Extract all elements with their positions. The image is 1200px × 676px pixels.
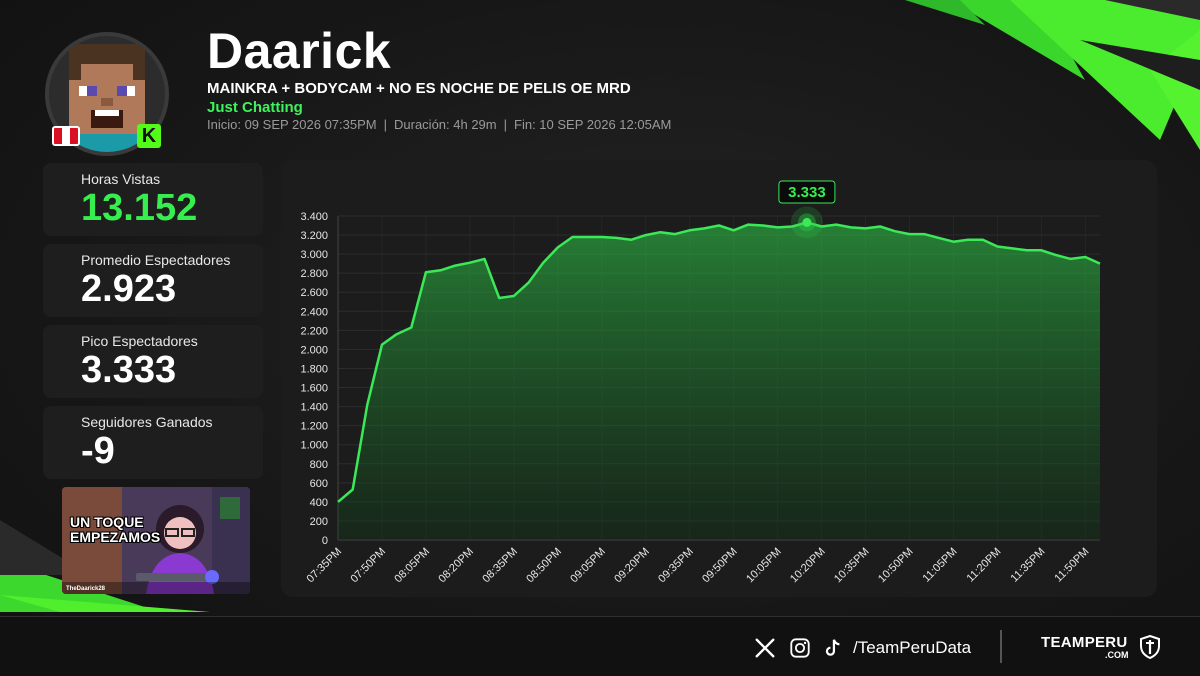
shield-icon bbox=[1140, 635, 1160, 659]
streamer-name: Daarick bbox=[207, 22, 391, 80]
stat-label: Pico Espectadores bbox=[81, 333, 198, 349]
instagram-icon[interactable] bbox=[789, 637, 811, 659]
end-time: Fin: 10 SEP 2026 12:05AM bbox=[514, 117, 671, 132]
x-tick-label: 09:05PM bbox=[568, 546, 608, 586]
peak-label: 3.333 bbox=[788, 184, 826, 201]
x-tick-label: 10:35PM bbox=[832, 546, 872, 586]
footer-divider bbox=[1000, 630, 1002, 663]
stream-title: MAINKRA + BODYCAM + NO ES NOCHE DE PELIS… bbox=[207, 80, 631, 97]
brand-domain: .COM bbox=[1105, 650, 1129, 660]
x-tick-label: 08:20PM bbox=[436, 546, 476, 586]
y-tick-label: 2.600 bbox=[300, 287, 328, 299]
x-tick-label: 09:20PM bbox=[612, 546, 652, 586]
peak-point bbox=[802, 218, 811, 227]
stat-value: -9 bbox=[81, 430, 115, 473]
start-time: Inicio: 09 SEP 2026 07:35PM bbox=[207, 117, 377, 132]
stat-card-hours-watched: Horas Vistas 13.152 bbox=[43, 163, 263, 236]
x-tick-label: 10:50PM bbox=[876, 546, 916, 586]
x-tick-label: 10:05PM bbox=[744, 546, 784, 586]
x-tick-label: 10:20PM bbox=[788, 546, 828, 586]
duration: Duración: 4h 29m bbox=[394, 117, 497, 132]
x-tick-label: 11:20PM bbox=[964, 546, 1003, 585]
x-tick-label: 07:35PM bbox=[305, 546, 345, 586]
footer: /TeamPeruData TEAMPERU .COM bbox=[0, 616, 1200, 676]
peru-flag-icon bbox=[52, 126, 80, 146]
thumbnail-caption: EMPEZAMOS bbox=[70, 529, 160, 545]
x-tick-label: 09:35PM bbox=[656, 546, 696, 586]
social-handle[interactable]: /TeamPeruData bbox=[853, 638, 971, 658]
x-tick-label: 07:50PM bbox=[348, 546, 388, 586]
x-tick-label: 09:50PM bbox=[700, 546, 740, 586]
x-tick-label: 08:05PM bbox=[392, 546, 432, 586]
viewer-chart: 0 200 400 600 800 1.000 1.200 1.400 1.600 1.800 2.… bbox=[281, 160, 1157, 597]
y-tick-label: 1.200 bbox=[300, 421, 328, 433]
stream-category: Just Chatting bbox=[207, 99, 303, 116]
y-tick-label: 800 bbox=[310, 459, 328, 471]
x-tick-label: 11:50PM bbox=[1052, 546, 1091, 585]
y-tick-label: 3.200 bbox=[300, 230, 328, 242]
thumbnail-caption: UN TOQUE bbox=[70, 514, 144, 530]
tiktok-icon[interactable] bbox=[822, 637, 844, 659]
y-tick-label: 1.800 bbox=[300, 363, 328, 375]
x-tick-label: 11:05PM bbox=[921, 546, 960, 585]
y-tick-label: 600 bbox=[310, 478, 328, 490]
stream-thumbnail: UN TOQUE EMPEZAMOS TheDaarick28 bbox=[62, 487, 250, 594]
stat-label: Seguidores Ganados bbox=[81, 414, 213, 430]
y-tick-label: 0 bbox=[322, 535, 328, 547]
y-tick-label: 1.000 bbox=[300, 440, 328, 452]
y-tick-label: 2.400 bbox=[300, 306, 328, 318]
y-tick-label: 3.400 bbox=[300, 211, 328, 223]
viewer-chart-panel: 0 200 400 600 800 1.000 1.200 1.400 1.600 1.800 2.… bbox=[281, 160, 1157, 597]
stream-meta: Inicio: 09 SEP 2026 07:35PM|Duración: 4h… bbox=[207, 117, 671, 132]
x-tick-label: 08:50PM bbox=[524, 546, 564, 586]
stat-card-average-viewers: Promedio Espectadores 2.923 bbox=[43, 244, 263, 317]
stat-value: 13.152 bbox=[81, 187, 197, 230]
x-tick-label: 11:35PM bbox=[1008, 546, 1047, 585]
x-tick-label: 08:35PM bbox=[480, 546, 520, 586]
x-icon[interactable] bbox=[754, 637, 776, 659]
stat-value: 3.333 bbox=[81, 349, 176, 392]
stat-value: 2.923 bbox=[81, 268, 176, 311]
y-tick-label: 2.800 bbox=[300, 268, 328, 280]
stat-label: Promedio Espectadores bbox=[81, 252, 230, 268]
thumbnail-handle: TheDaarick28 bbox=[66, 586, 105, 592]
stat-card-followers-gained: Seguidores Ganados -9 bbox=[43, 406, 263, 479]
y-tick-label: 200 bbox=[310, 516, 328, 528]
kick-logo-icon: K bbox=[137, 124, 161, 148]
y-tick-label: 3.000 bbox=[300, 249, 328, 261]
y-tick-label: 1.600 bbox=[300, 383, 328, 395]
stat-card-peak-viewers: Pico Espectadores 3.333 bbox=[43, 325, 263, 398]
brand-name: TEAMPERU bbox=[1041, 634, 1128, 651]
y-tick-label: 400 bbox=[310, 497, 328, 509]
stat-label: Horas Vistas bbox=[81, 171, 160, 187]
area-fill bbox=[338, 222, 1100, 540]
y-tick-label: 1.400 bbox=[300, 402, 328, 414]
y-tick-label: 2.000 bbox=[300, 344, 328, 356]
y-tick-label: 2.200 bbox=[300, 325, 328, 337]
